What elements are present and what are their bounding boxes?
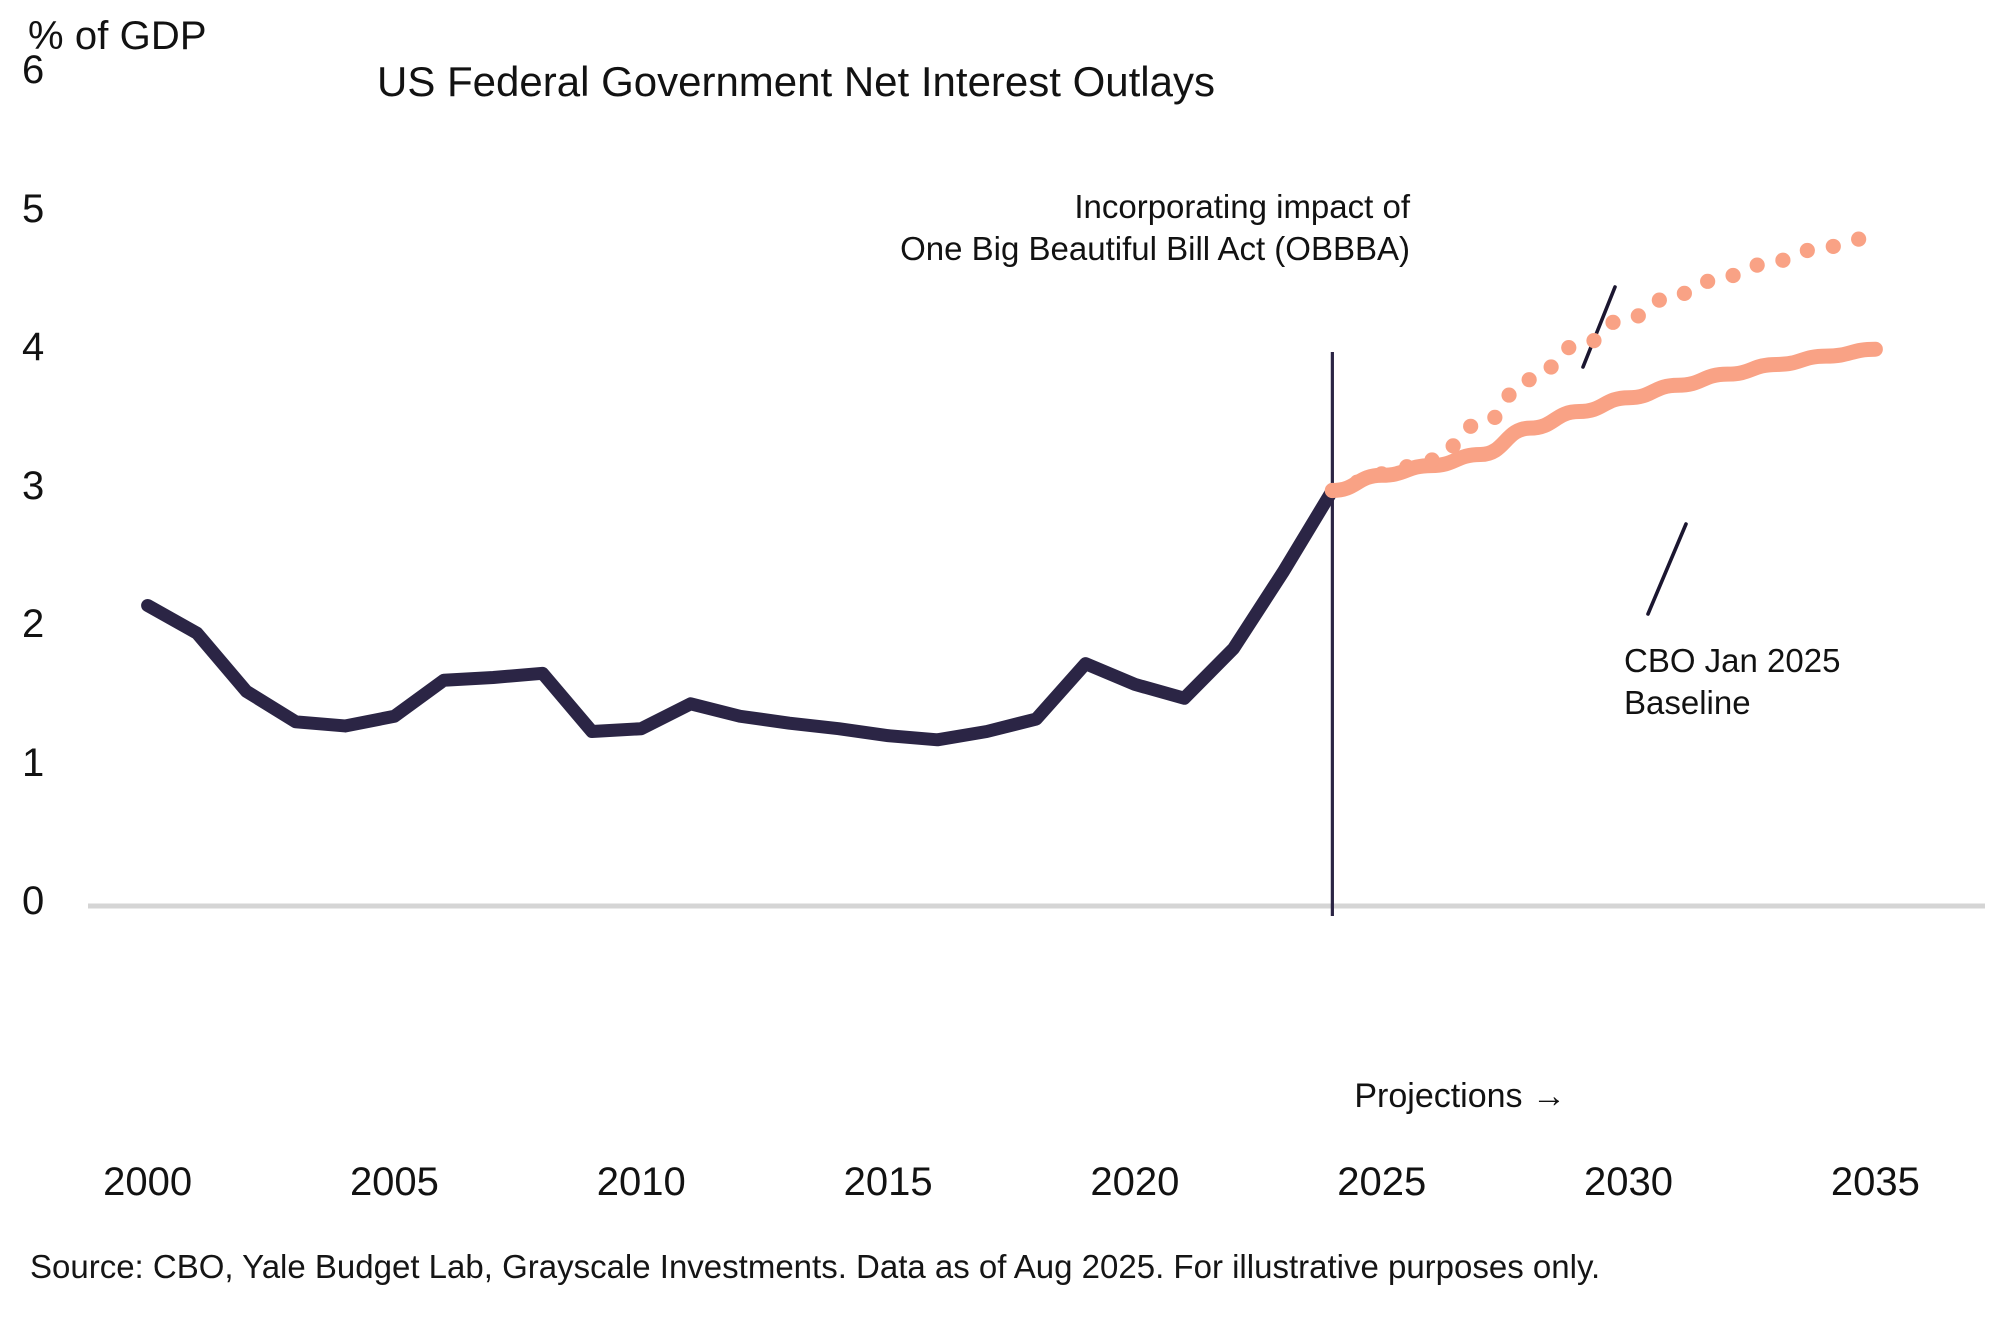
annotation-cbo-line2: Baseline — [1624, 684, 1751, 722]
series-historical-line — [141, 484, 1339, 747]
y-tick-0: 0 — [22, 879, 45, 923]
y-axis-unit-label: % of GDP — [28, 14, 207, 58]
x-tick-2000: 2000 — [103, 1160, 193, 1204]
annotation-obbba-line1: Incorporating impact of — [1074, 188, 1410, 225]
x-tick-2005: 2005 — [349, 1160, 439, 1204]
annotation-cbo-baseline: CBO Jan 2025 Baseline — [1624, 640, 1964, 724]
leader-line-obbba — [1581, 285, 1617, 369]
annotation-obbba-line2: One Big Beautiful Bill Act (OBBBA) — [900, 230, 1410, 268]
annotation-obbba: Incorporating impact of One Big Beautifu… — [740, 186, 1410, 270]
y-tick-4: 4 — [22, 325, 45, 369]
annotation-cbo-line1: CBO Jan 2025 — [1624, 642, 1841, 679]
x-tick-2030: 2030 — [1584, 1160, 1674, 1204]
x-tick-2015: 2015 — [843, 1160, 933, 1204]
source-note: Source: CBO, Yale Budget Lab, Grayscale … — [30, 1248, 1601, 1285]
x-tick-2020: 2020 — [1090, 1160, 1180, 1204]
leader-line-cbo — [1646, 522, 1688, 616]
x-tick-2025: 2025 — [1337, 1160, 1427, 1204]
y-tick-3: 3 — [22, 463, 45, 508]
y-tick-1: 1 — [22, 740, 45, 785]
y-tick-5: 5 — [22, 186, 45, 231]
y-tick-6: 6 — [22, 48, 45, 92]
series-cbo-baseline-line — [1324, 341, 1883, 498]
x-tick-2035: 2035 — [1830, 1160, 1920, 1204]
series-obbba-dotted-line — [1324, 231, 1867, 499]
x-tick-2010: 2010 — [596, 1160, 686, 1204]
projections-label: Projections → — [1354, 1077, 1566, 1115]
y-tick-2: 2 — [22, 602, 45, 646]
chart-title: US Federal Government Net Interest Outla… — [0, 58, 1992, 106]
chart-title-text: US Federal Government Net Interest Outla… — [376, 58, 1215, 105]
